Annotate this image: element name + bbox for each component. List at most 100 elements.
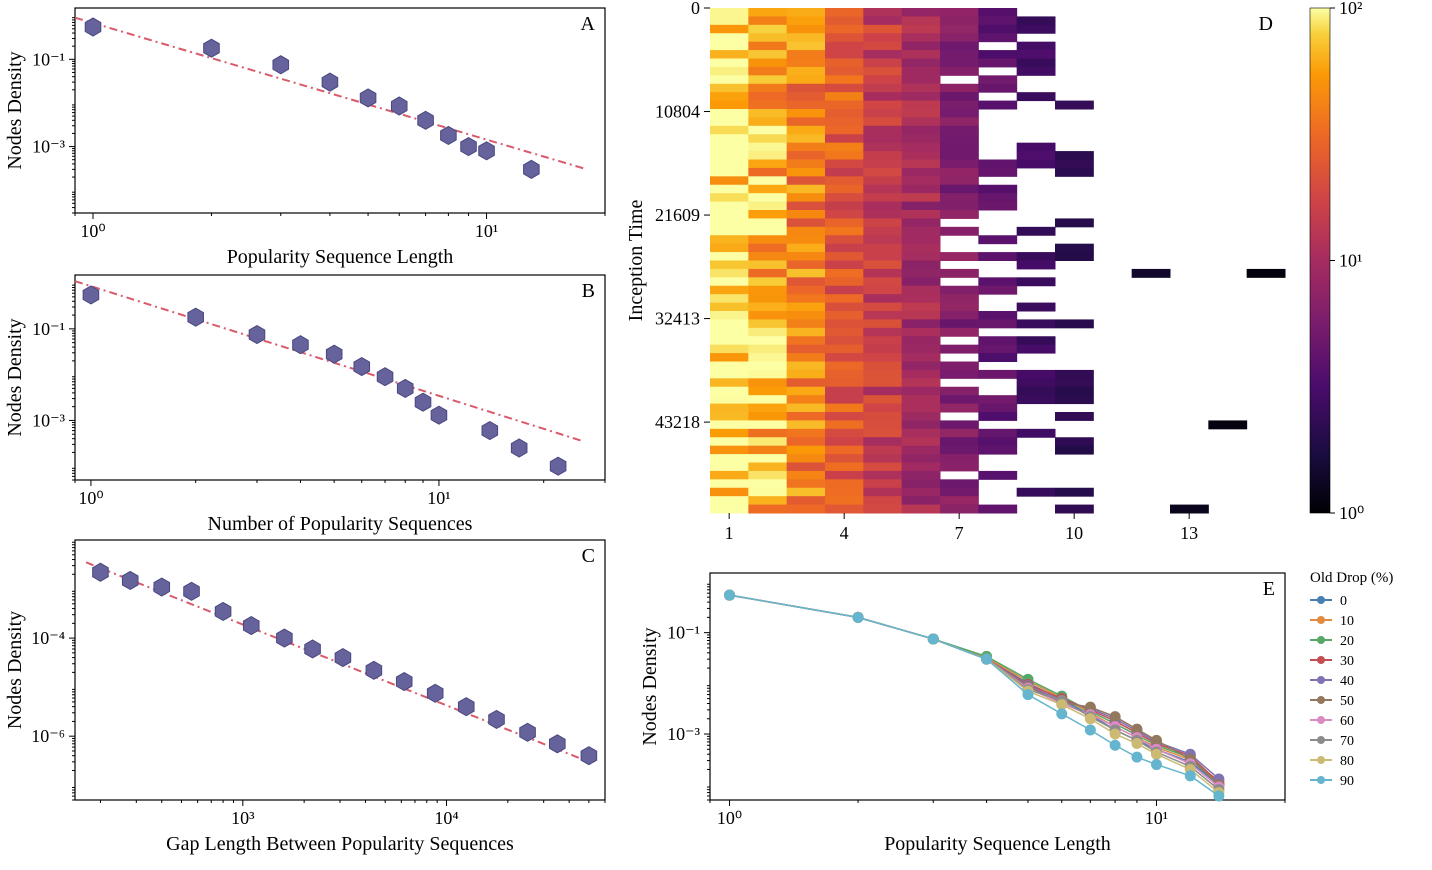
heatmap-cell (710, 269, 749, 278)
heatmap-cell (825, 50, 864, 59)
heatmap-cell (1055, 151, 1094, 160)
heatmap-cell (710, 479, 749, 488)
heatmap-cell (978, 446, 1017, 455)
heatmap-cell (825, 218, 864, 227)
heatmap-cell (902, 202, 941, 211)
series-line (730, 595, 1219, 796)
heatmap-cell (940, 126, 979, 135)
heatmap-cell (902, 92, 941, 101)
heatmap-cell (940, 496, 979, 505)
hex-marker (461, 138, 477, 156)
trend-line (75, 281, 583, 441)
heatmap-cell (1017, 345, 1056, 354)
heatmap-cell (940, 117, 979, 126)
heatmap-cell (710, 429, 749, 438)
heatmap-cell (710, 345, 749, 354)
heatmap-cell (940, 193, 979, 202)
heatmap-cell (863, 454, 902, 463)
heatmap-cell (710, 471, 749, 480)
heatmap-cell (1017, 143, 1056, 152)
heatmap-cell (863, 235, 902, 244)
heatmap-cell (825, 429, 864, 438)
heatmap-cell (863, 101, 902, 110)
heatmap-cell (940, 84, 979, 93)
heatmap-cell (825, 387, 864, 396)
heatmap-cell (1055, 378, 1094, 387)
heatmap-cell (787, 269, 826, 278)
heatmap-cell (863, 336, 902, 345)
heatmap-cell (863, 8, 902, 17)
heatmap-cell (787, 84, 826, 93)
heatmap-cell (940, 479, 979, 488)
heatmap-cell (787, 446, 826, 455)
heatmap-cell (978, 437, 1017, 446)
heatmap-cell (902, 252, 941, 261)
heatmap-cell (863, 328, 902, 337)
heatmap-cell (863, 362, 902, 371)
heatmap-cell (863, 16, 902, 25)
legend-item-label: 70 (1340, 734, 1354, 749)
heatmap-cell (902, 277, 941, 286)
heatmap-cell (902, 345, 941, 354)
series-line (730, 595, 1219, 785)
heatmap-cell (978, 160, 1017, 169)
cbar-tick-label: 10⁰ (1339, 503, 1364, 523)
heatmap-cell (1055, 412, 1094, 421)
heatmap-cell (863, 479, 902, 488)
heatmap-cell (1017, 25, 1056, 34)
heatmap-cell (1055, 160, 1094, 169)
series-marker (1057, 709, 1067, 719)
heatmap-cell (978, 429, 1017, 438)
ytick-label: 10⁻³ (32, 137, 66, 157)
legend-item-label: 90 (1340, 774, 1354, 789)
series-marker (1214, 791, 1224, 801)
panel-letter: D (1259, 13, 1273, 35)
heatmap-cell (1247, 269, 1286, 278)
heatmap-cell (940, 286, 979, 295)
heatmap-cell (978, 336, 1017, 345)
heatmap-cell (748, 84, 787, 93)
xtick-label: 10⁰ (80, 221, 105, 241)
heatmap-cell (748, 33, 787, 42)
heatmap-cell (902, 412, 941, 421)
heatmap-cell (825, 328, 864, 337)
heatmap-cell (863, 446, 902, 455)
heatmap-cell (825, 286, 864, 295)
series-marker (725, 590, 735, 600)
xtick-label: 10¹ (1145, 808, 1168, 828)
ytick-label: 10⁻⁴ (31, 628, 65, 648)
heatmap-cell (825, 84, 864, 93)
heatmap-cell (825, 210, 864, 219)
heatmap-cell (863, 269, 902, 278)
ytick-label: 32413 (655, 309, 700, 329)
heatmap-cell (902, 319, 941, 328)
heatmap-cell (825, 319, 864, 328)
heatmap-cell (710, 8, 749, 17)
heatmap-cell (902, 101, 941, 110)
legend-item-label: 10 (1340, 614, 1354, 629)
heatmap-cell (748, 387, 787, 396)
heatmap-cell (940, 33, 979, 42)
heatmap-cell (940, 420, 979, 429)
heatmap-cell (710, 218, 749, 227)
heatmap-cell (787, 387, 826, 396)
heatmap-cell (787, 235, 826, 244)
heatmap-cell (748, 235, 787, 244)
heatmap-cell (978, 252, 1017, 261)
heatmap-cell (710, 151, 749, 160)
hex-marker (305, 640, 321, 658)
xtick-label: 10 (1065, 523, 1083, 543)
heatmap-cell (710, 261, 749, 270)
heatmap-cell (1017, 378, 1056, 387)
xtick-label: 10³ (231, 808, 255, 828)
panel-c: 10³10⁴10⁻⁶10⁻⁴CGap Length Between Popula… (4, 540, 605, 855)
cbar-tick-label: 10¹ (1339, 251, 1362, 271)
heatmap-cell (825, 496, 864, 505)
heatmap-cell (940, 67, 979, 76)
heatmap-cell (1017, 59, 1056, 68)
heatmap-cell (710, 463, 749, 472)
heatmap-cell (978, 75, 1017, 84)
panel-letter: C (582, 545, 595, 567)
ytick-label: 10804 (655, 102, 700, 122)
heatmap-cell (825, 252, 864, 261)
